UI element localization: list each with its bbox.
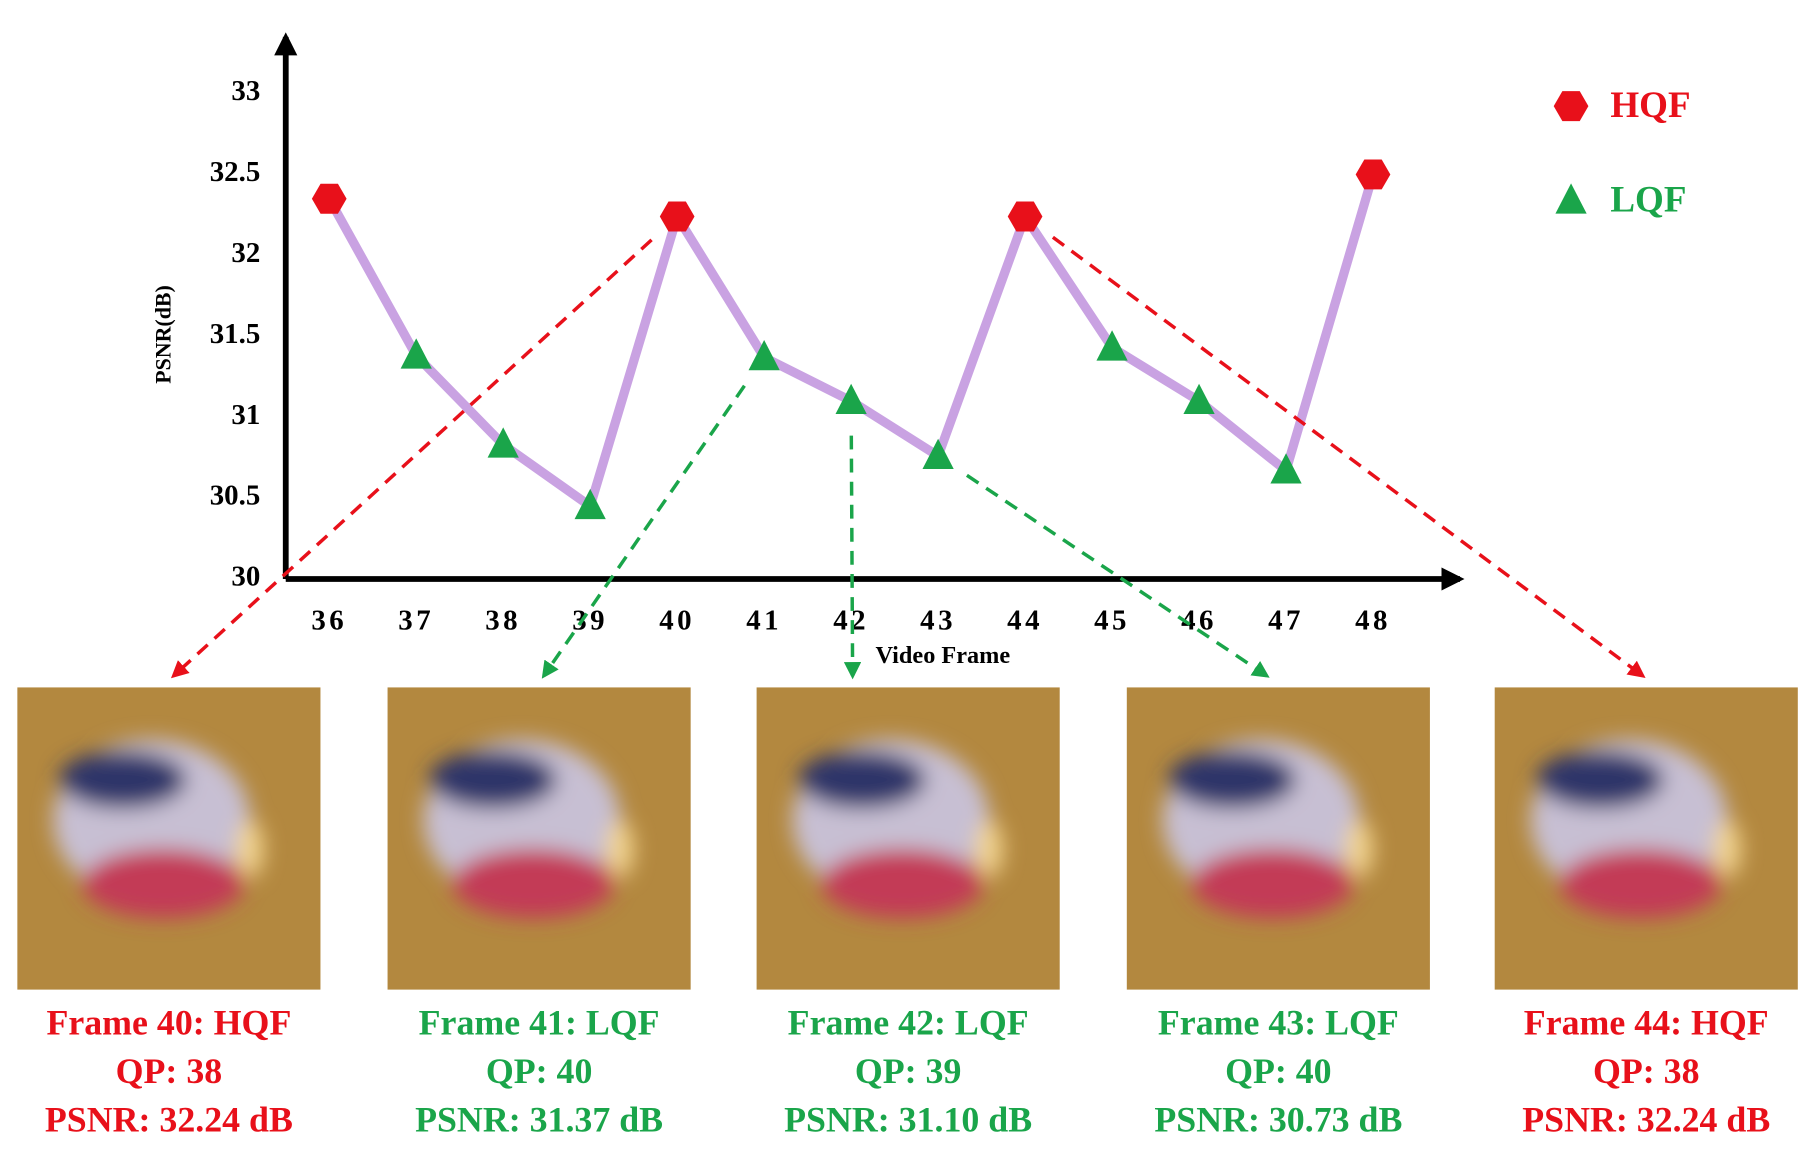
frame-caption: PSNR: 32.24 dB xyxy=(1522,1100,1770,1140)
x-tick-label: 47 xyxy=(1268,604,1304,636)
frame-caption: PSNR: 30.73 dB xyxy=(1154,1100,1402,1140)
x-tick-label: 38 xyxy=(485,604,521,636)
x-tick-label: 43 xyxy=(920,604,956,636)
frame-caption: Frame 41: LQF xyxy=(419,1003,660,1043)
y-tick-label: 33 xyxy=(231,75,260,107)
triangle-marker xyxy=(1270,453,1302,484)
blob xyxy=(59,750,187,809)
y-axis-label: PSNR(dB) xyxy=(150,285,175,384)
triangle-marker xyxy=(400,338,432,369)
blob xyxy=(82,848,245,919)
triangle-marker xyxy=(835,383,867,414)
link-arrow xyxy=(965,473,1270,678)
blob xyxy=(1713,820,1742,878)
frame-content xyxy=(792,739,1004,919)
hexagon-marker xyxy=(659,201,695,232)
triangle-marker xyxy=(574,488,606,520)
psnr-line xyxy=(325,173,1378,511)
blob xyxy=(1168,750,1296,809)
y-tick-label: 31.5 xyxy=(210,318,261,350)
y-tick-label: 30 xyxy=(231,561,260,593)
link-arrow xyxy=(843,435,862,680)
x-tick-label: 36 xyxy=(311,604,347,636)
hexagon-marker xyxy=(1355,159,1391,190)
x-tick-label: 40 xyxy=(659,604,695,636)
legend-marker xyxy=(1553,91,1589,122)
frame-caption: Frame 44: HQF xyxy=(1524,1003,1769,1043)
triangle-marker xyxy=(1183,383,1215,414)
legend-label: HQF xyxy=(1610,84,1690,125)
blob xyxy=(606,820,634,878)
frame-caption: Frame 43: LQF xyxy=(1158,1003,1399,1043)
legend-label: LQF xyxy=(1610,179,1686,220)
triangle-marker xyxy=(1096,330,1128,361)
y-tick-label: 31 xyxy=(231,399,260,431)
y-tick-label: 32.5 xyxy=(210,156,261,188)
blob xyxy=(798,750,926,809)
frame-content xyxy=(423,739,634,919)
blob xyxy=(452,848,615,919)
blob xyxy=(1559,848,1722,919)
x-tick-label: 42 xyxy=(833,604,869,636)
triangle-marker xyxy=(922,438,954,469)
blob xyxy=(975,820,1004,878)
y-tick-label: 32 xyxy=(231,237,260,269)
legend-marker xyxy=(1555,183,1587,214)
triangle-marker xyxy=(487,427,519,458)
blob xyxy=(429,750,557,809)
blob xyxy=(821,848,984,919)
x-tick-label: 48 xyxy=(1355,604,1391,636)
blob xyxy=(236,820,264,878)
x-tick-label: 39 xyxy=(572,604,608,636)
frame-caption: QP: 40 xyxy=(486,1051,593,1091)
frame-content xyxy=(1530,739,1742,919)
frame-panel: Frame 42: LQF QP: 39 PSNR: 31.10 dB xyxy=(756,687,1060,1140)
x-tick-label: 41 xyxy=(746,604,782,636)
frame-caption: QP: 38 xyxy=(116,1051,223,1091)
frame-caption: PSNR: 31.10 dB xyxy=(784,1100,1032,1140)
link-arrow xyxy=(1051,235,1646,678)
hexagon-marker xyxy=(311,183,347,214)
frame-caption: PSNR: 32.24 dB xyxy=(45,1100,293,1140)
x-tick-label: 44 xyxy=(1007,604,1043,636)
x-axis-label: Video Frame xyxy=(876,642,1011,669)
y-tick-label: 30.5 xyxy=(210,480,261,512)
frame-panel: Frame 40: HQF QP: 38 PSNR: 32.24 dB xyxy=(17,687,321,1140)
frame-caption: QP: 39 xyxy=(855,1051,962,1091)
frame-caption: Frame 42: LQF xyxy=(788,1003,1029,1043)
frame-caption: QP: 40 xyxy=(1225,1051,1332,1091)
blob xyxy=(1191,848,1354,919)
hexagon-marker xyxy=(1007,201,1043,232)
frame-panel: Frame 41: LQF QP: 40 PSNR: 31.37 dB xyxy=(387,687,691,1140)
frame-content xyxy=(1162,739,1374,919)
x-tick-label: 37 xyxy=(398,604,434,636)
frame-caption: PSNR: 31.37 dB xyxy=(415,1100,663,1140)
frame-caption: Frame 40: HQF xyxy=(46,1003,291,1043)
frame-panel: Frame 44: HQF QP: 38 PSNR: 32.24 dB xyxy=(1494,687,1798,1140)
blob xyxy=(1536,750,1664,809)
triangle-marker xyxy=(748,340,780,371)
frame-content xyxy=(53,739,264,919)
link-arrow xyxy=(170,238,653,679)
frame-panel: Frame 43: LQF QP: 40 PSNR: 30.73 dB xyxy=(1126,687,1430,1140)
link-arrow xyxy=(541,384,746,679)
x-tick-label: 45 xyxy=(1094,604,1130,636)
blob xyxy=(1345,820,1374,878)
frame-caption: QP: 38 xyxy=(1593,1051,1700,1091)
